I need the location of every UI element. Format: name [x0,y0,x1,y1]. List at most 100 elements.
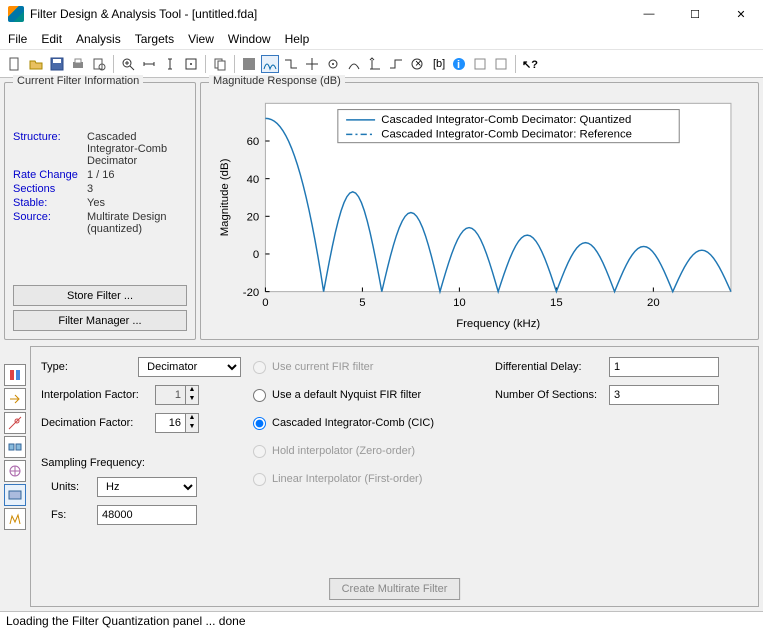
mag-resp-icon[interactable] [261,55,279,73]
interp-input[interactable] [155,385,185,405]
store-filter-button[interactable]: Store Filter ... [13,285,187,306]
zoom-x-icon[interactable] [140,55,158,73]
cfi-ratechange-value: 1 / 16 [87,169,187,181]
svg-text:[b]: [b] [433,58,445,70]
sidetool-design[interactable] [4,364,26,386]
menu-targets[interactable]: Targets [135,32,174,46]
save-icon[interactable] [48,55,66,73]
open-icon[interactable] [27,55,45,73]
interp-label: Interpolation Factor: [41,389,149,401]
phase-delay-icon[interactable] [345,55,363,73]
group-delay-icon[interactable] [324,55,342,73]
sidetool-import[interactable] [4,388,26,410]
menubar: File Edit Analysis Targets View Window H… [0,28,763,50]
cfi-sections-label: Sections [13,183,87,195]
svg-text:Cascaded Integrator-Comb Decim: Cascaded Integrator-Comb Decimator: Refe… [381,128,632,140]
sidetool-transform[interactable] [4,508,26,530]
copy-icon[interactable] [211,55,229,73]
menu-edit[interactable]: Edit [41,32,62,46]
radio-linear [253,473,266,486]
svg-text:i: i [457,59,460,71]
coeffs-icon[interactable]: [b] [429,55,447,73]
tool-icon-a[interactable] [471,55,489,73]
info-icon[interactable]: i [450,55,468,73]
svg-text:40: 40 [247,174,260,186]
cfi-legend: Current Filter Information [13,75,143,87]
svg-text:20: 20 [647,297,660,309]
help-arrow-icon[interactable]: ↖? [521,55,539,73]
interp-down[interactable]: ▼ [186,395,198,404]
radio-hold [253,445,266,458]
sidetool-realize[interactable] [4,436,26,458]
nsec-input[interactable] [609,385,719,405]
polezero-icon[interactable]: × [408,55,426,73]
titlebar: Filter Design & Analysis Tool - [untitle… [0,0,763,28]
radio-cic[interactable] [253,417,266,430]
mag-legend: Magnitude Response (dB) [209,75,345,87]
menu-window[interactable]: Window [228,32,271,46]
print-preview-icon[interactable] [90,55,108,73]
units-label: Units: [51,481,91,493]
cfi-structure-value: Cascaded Integrator-Comb Decimator [87,131,187,167]
decim-up[interactable]: ▲ [186,414,198,423]
minimize-button[interactable]: — [635,8,663,21]
svg-text:-20: -20 [243,287,259,299]
cfi-sections-value: 3 [87,183,187,195]
menu-help[interactable]: Help [285,32,310,46]
sidetool-polezero[interactable] [4,412,26,434]
svg-text:20: 20 [247,211,260,223]
spec-icon[interactable] [240,55,258,73]
new-icon[interactable] [6,55,24,73]
svg-text:10: 10 [453,297,466,309]
decim-down[interactable]: ▼ [186,423,198,432]
maximize-button[interactable]: ☐ [681,8,709,21]
menu-view[interactable]: View [188,32,214,46]
magnitude-response-panel: Magnitude Response (dB) -200204060051015… [200,82,759,340]
radio-nyquist[interactable] [253,389,266,402]
side-toolbar [4,342,30,607]
statusbar: Loading the Filter Quantization panel ..… [0,611,763,631]
magnitude-chart: -20020406005101520Frequency (kHz)Magnitu… [211,93,744,333]
sidetool-multirate[interactable] [4,484,26,506]
diff-delay-input[interactable] [609,357,719,377]
zoom-y-icon[interactable] [161,55,179,73]
svg-text:×: × [415,58,421,70]
cfi-stable-value: Yes [87,197,187,209]
close-button[interactable]: ✕ [727,8,755,21]
phase-resp-icon[interactable] [282,55,300,73]
cfi-source-label: Source: [13,211,87,235]
magphase-icon[interactable] [303,55,321,73]
print-icon[interactable] [69,55,87,73]
step-icon[interactable] [387,55,405,73]
cfi-ratechange-label: Rate Change [13,169,87,181]
svg-text:↖?: ↖? [522,59,538,71]
decim-input[interactable] [155,413,185,433]
svg-text:0: 0 [262,297,268,309]
sidetool-quantize[interactable] [4,460,26,482]
interp-up[interactable]: ▲ [186,386,198,395]
cfi-structure-label: Structure: [13,131,87,167]
type-label: Type: [41,361,132,373]
svg-text:Frequency (kHz): Frequency (kHz) [456,318,540,330]
menu-file[interactable]: File [8,32,27,46]
toolbar: × [b] i ↖? [0,50,763,78]
type-select[interactable]: Decimator [138,357,241,377]
create-multirate-button[interactable]: Create Multirate Filter [329,578,461,600]
impulse-icon[interactable] [366,55,384,73]
menu-analysis[interactable]: Analysis [76,32,121,46]
fs-input[interactable] [97,505,197,525]
zoom-in-icon[interactable] [119,55,137,73]
app-logo-icon [8,6,24,22]
units-select[interactable]: Hz [97,477,197,497]
svg-text:15: 15 [550,297,563,309]
fs-label: Fs: [51,509,91,521]
diff-delay-label: Differential Delay: [495,361,603,373]
multirate-panel: Type: Decimator Interpolation Factor: ▲▼… [30,346,759,607]
filter-manager-button[interactable]: Filter Manager ... [13,310,187,331]
tool-icon-b[interactable] [492,55,510,73]
svg-text:Magnitude (dB): Magnitude (dB) [219,158,231,236]
svg-text:0: 0 [253,249,259,261]
svg-text:Cascaded Integrator-Comb Decim: Cascaded Integrator-Comb Decimator: Quan… [381,114,631,126]
full-view-icon[interactable] [182,55,200,73]
cfi-stable-label: Stable: [13,197,87,209]
